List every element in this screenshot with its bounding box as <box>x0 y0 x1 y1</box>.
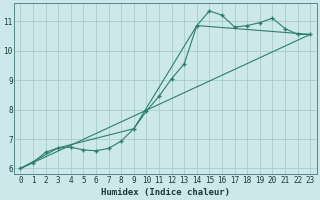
X-axis label: Humidex (Indice chaleur): Humidex (Indice chaleur) <box>101 188 230 197</box>
